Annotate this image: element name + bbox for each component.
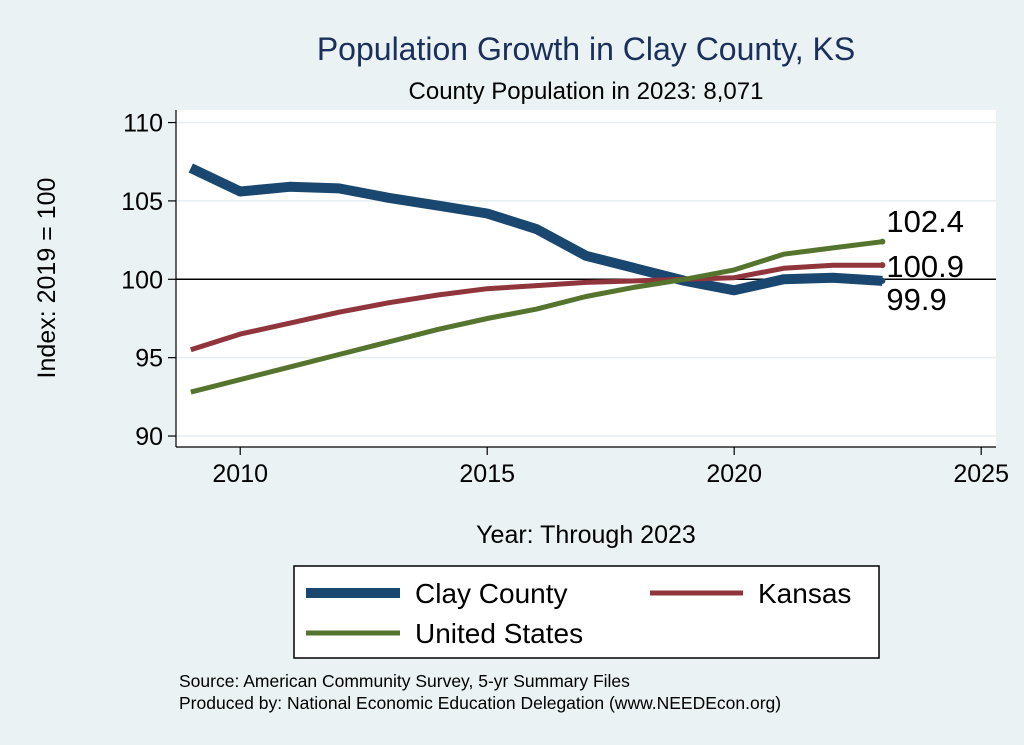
end-marker-kansas xyxy=(879,262,886,269)
series-line-kansas xyxy=(190,262,883,353)
legend: Clay County Kansas United States xyxy=(293,565,880,659)
legend-label-clay-county: Clay County xyxy=(415,578,568,609)
y-tick-label-95: 95 xyxy=(135,345,163,373)
end-label-kansas: 100.9 xyxy=(886,249,964,284)
x-axis-title: Year: Through 2023 xyxy=(476,521,696,549)
legend-box xyxy=(293,565,880,659)
legend-label-united-states: United States xyxy=(415,618,583,649)
y-tick-label-90: 90 xyxy=(135,423,163,451)
y-tick-label-110: 110 xyxy=(123,110,163,138)
y-axis-title: Index: 2019 = 100 xyxy=(33,178,61,379)
y-tick-label-100: 100 xyxy=(121,266,163,294)
series-group xyxy=(188,163,883,395)
source-note: Source: American Community Survey, 5-yr … xyxy=(179,671,630,691)
axes: 90 95 100 105 110 2010 2015 2020 2025 xyxy=(121,110,1009,488)
legend-label-kansas: Kansas xyxy=(758,578,851,609)
producer-note: Produced by: National Economic Education… xyxy=(179,693,781,713)
end-label-united-states: 102.4 xyxy=(886,204,964,239)
end-label-clay-county: 99.9 xyxy=(886,282,946,317)
series-line-united-states xyxy=(190,239,883,395)
x-tick-label-2015: 2015 xyxy=(459,460,515,488)
series-line-clay-county xyxy=(188,163,883,296)
end-marker-clay-county xyxy=(879,277,886,284)
x-tick-label-2025: 2025 xyxy=(953,460,1009,488)
x-tick-label-2020: 2020 xyxy=(706,460,762,488)
x-tick-label-2010: 2010 xyxy=(212,460,268,488)
y-tick-label-105: 105 xyxy=(121,188,163,216)
chart-subtitle: County Population in 2023: 8,071 xyxy=(409,78,764,105)
end-marker-united-states xyxy=(879,238,886,245)
chart-title: Population Growth in Clay County, KS xyxy=(317,31,855,67)
